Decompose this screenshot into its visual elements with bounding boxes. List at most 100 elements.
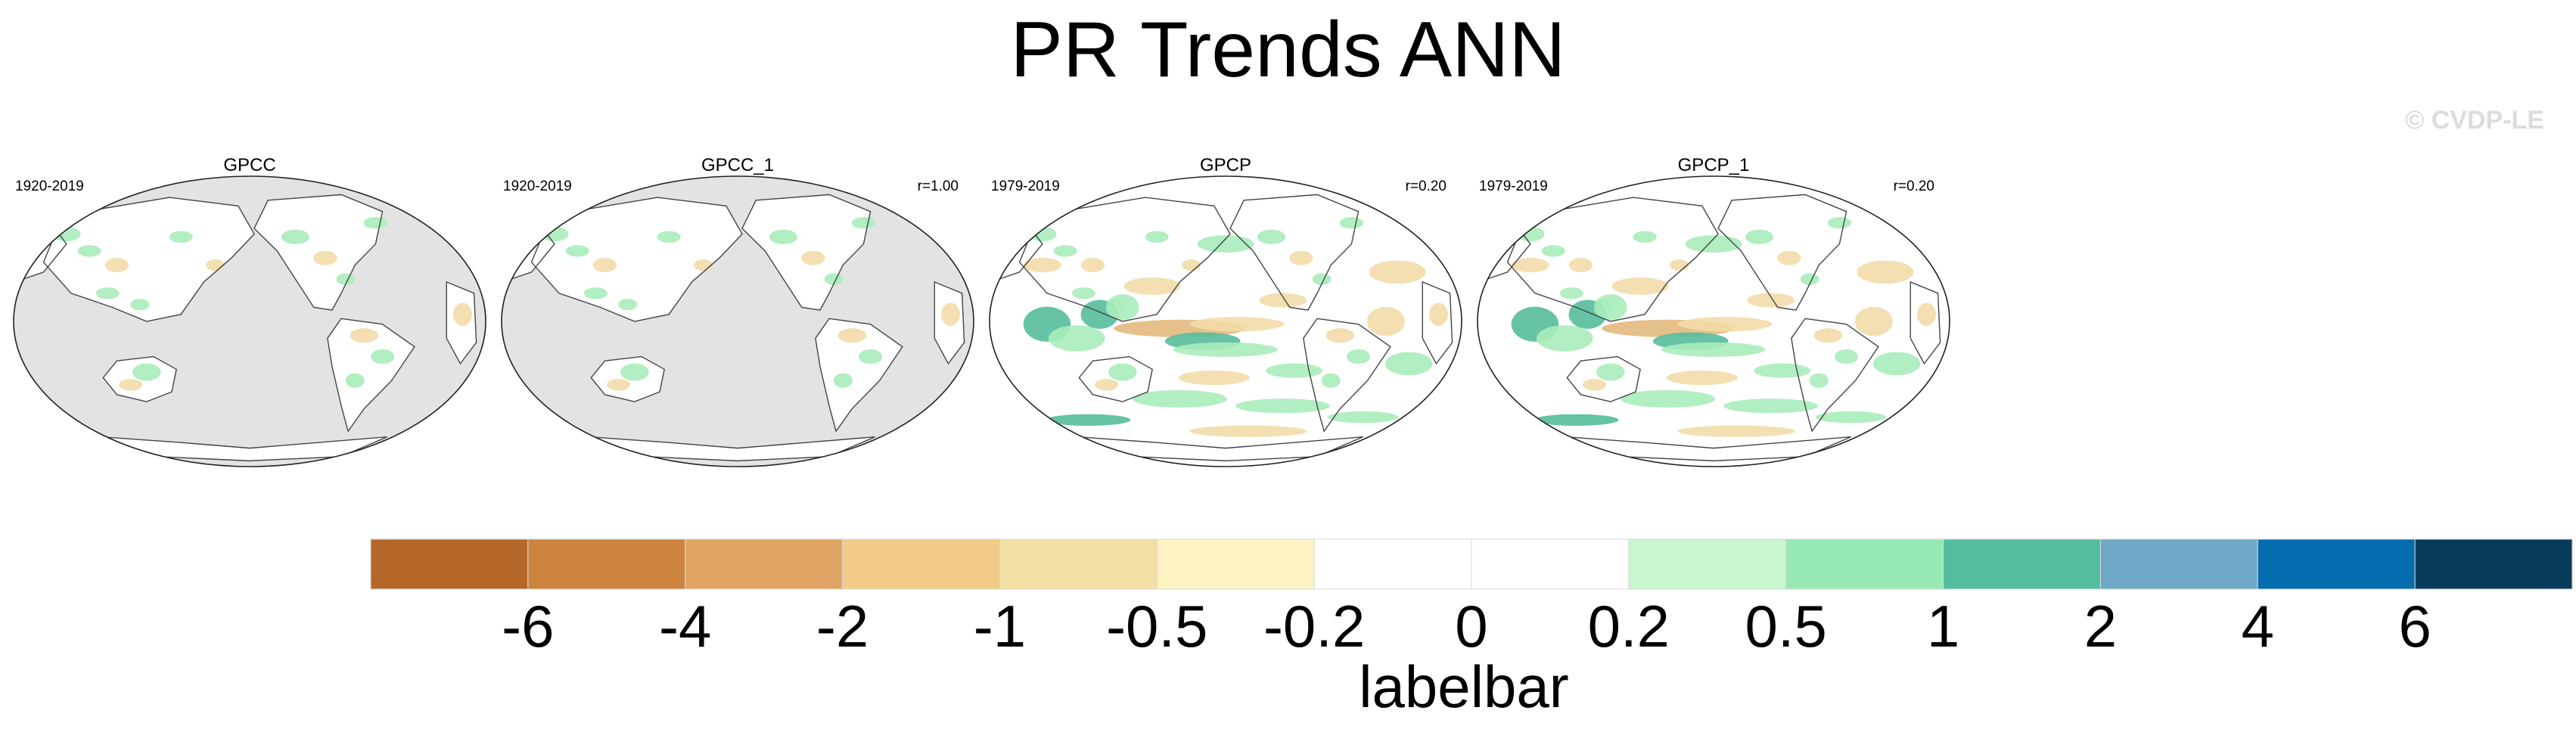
trend-patch	[858, 349, 883, 364]
trend-patch	[1428, 302, 1448, 327]
trend-patch	[618, 298, 638, 311]
trend-patch	[851, 216, 876, 229]
trend-patch	[1667, 370, 1738, 386]
colorbar-box	[842, 538, 1000, 590]
figure-title: PR Trends ANN	[1010, 6, 1566, 94]
map-frame	[501, 175, 974, 467]
panel-title: GPCP_1	[1678, 155, 1750, 175]
coastline	[1077, 436, 1363, 462]
trend-patch	[1633, 231, 1657, 243]
panel-correlation: r=0.20	[1406, 178, 1446, 194]
trend-patch	[336, 273, 356, 285]
panel-title: GPCC	[223, 155, 275, 175]
trend-patch	[1593, 294, 1627, 321]
trend-patch	[132, 363, 161, 381]
colorbar-tick-label: -2	[816, 593, 869, 659]
trend-patch	[1197, 235, 1254, 253]
coastline	[530, 197, 743, 322]
trend-patch	[769, 229, 798, 244]
colorbar-box	[685, 538, 844, 590]
colorbar-tick-label: -6	[502, 593, 554, 659]
trend-patch	[1189, 317, 1285, 332]
panel-period: 1979-2019	[991, 178, 1060, 194]
coastline	[815, 318, 903, 433]
trend-patch	[1872, 352, 1921, 376]
map-frame	[13, 175, 486, 467]
coastline	[1078, 355, 1153, 402]
map-frame	[989, 175, 1462, 467]
land-asia	[1019, 197, 1231, 321]
colorbar-tick-label: 4	[2242, 593, 2274, 659]
coastline	[589, 436, 875, 462]
trend-patch	[1339, 216, 1364, 229]
land-samerica	[327, 318, 415, 432]
trend-patch	[1259, 293, 1307, 308]
panel-title: GPCP	[1200, 155, 1251, 175]
coastline	[1791, 318, 1879, 433]
trend-patch	[1179, 370, 1250, 386]
trend-patch	[119, 379, 143, 391]
trend-patch	[1533, 414, 1619, 427]
colorbar-box	[370, 538, 529, 590]
colorbar-tick-label: 0.2	[1588, 593, 1670, 659]
coastline	[253, 194, 384, 311]
trend-patch	[1312, 273, 1332, 285]
colorbar-box	[2099, 538, 2258, 590]
trend-patch	[104, 257, 129, 273]
colorbar-box	[1628, 538, 1787, 590]
trend-patch	[1289, 250, 1313, 265]
trend-patch	[1346, 349, 1371, 364]
colorbar-title: labelbar	[1359, 653, 1569, 720]
map-panel: GPCC_1 1920-2019 r=1.00	[501, 155, 974, 467]
trend-patch	[1108, 363, 1137, 381]
trend-patch	[1815, 411, 1887, 423]
trend-patch	[1827, 216, 1852, 229]
trend-patch	[1620, 389, 1715, 408]
trend-patch	[1257, 229, 1286, 244]
trend-patch	[1105, 294, 1139, 321]
coastline	[1909, 281, 1941, 365]
trend-patch	[1048, 325, 1105, 352]
land-asia	[531, 197, 743, 321]
colorbar-tick-label: 6	[2398, 593, 2431, 659]
trend-patch	[1661, 342, 1766, 357]
coastline	[446, 281, 477, 365]
trend-patch	[1677, 425, 1796, 437]
trend-patch	[1145, 231, 1169, 243]
panel-correlation: r=1.00	[918, 178, 959, 194]
trend-patch	[1568, 257, 1593, 273]
trend-patch	[824, 273, 844, 285]
trend-patch	[1325, 328, 1355, 343]
trend-patch	[1685, 235, 1742, 253]
trend-patch	[583, 287, 607, 299]
trend-patch	[592, 257, 617, 273]
colorbar-box	[1943, 538, 2101, 590]
trend-patch	[1747, 293, 1794, 308]
panel-title: GPCC_1	[701, 155, 774, 175]
trend-patch	[345, 373, 365, 388]
trend-patch	[1366, 306, 1405, 337]
land-asia	[1507, 197, 1719, 321]
coastline	[102, 355, 177, 402]
trend-patch	[801, 250, 825, 265]
trend-patch	[620, 363, 649, 381]
trend-patch	[1723, 399, 1819, 414]
coastline	[1018, 197, 1231, 322]
trend-patch	[1854, 306, 1893, 337]
trend-patch	[350, 328, 379, 343]
coastline	[327, 318, 415, 433]
coastline	[1566, 355, 1641, 402]
colorbar-box	[1313, 538, 1472, 590]
coastline	[741, 194, 872, 311]
trend-patch	[1857, 260, 1914, 284]
trend-patch	[1541, 245, 1565, 257]
trend-patch	[833, 373, 853, 388]
colorbar-tick-label: 1	[1927, 593, 1959, 659]
panel-correlation: r=0.20	[1894, 178, 1934, 194]
colorbar-tick-label: 0	[1455, 593, 1487, 659]
trend-patch	[452, 302, 472, 327]
colorbar-tick-label: -1	[974, 593, 1026, 659]
trend-patch	[940, 302, 960, 327]
